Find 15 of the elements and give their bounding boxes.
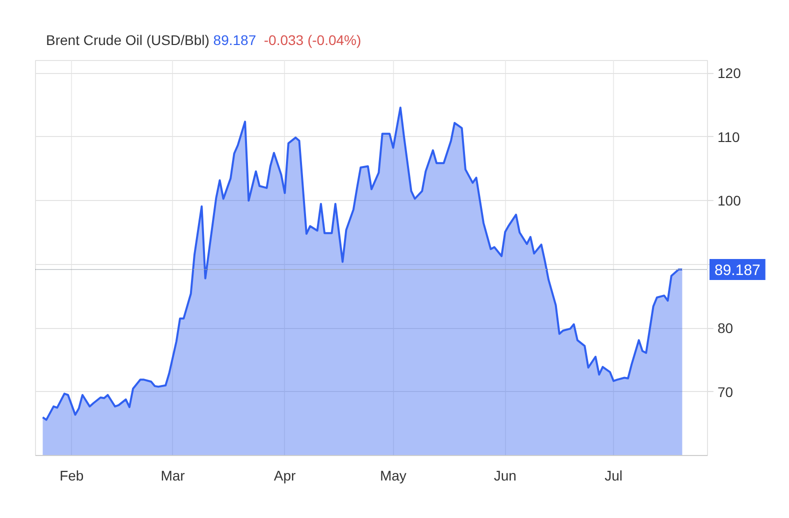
y-tick-label: 100 xyxy=(718,192,742,209)
chart-title: Brent Crude Oil (USD/Bbl) xyxy=(46,32,210,48)
x-tick-label: Apr xyxy=(274,468,296,484)
text: -0.033 (-0.04%) xyxy=(264,32,362,48)
x-tick-label: May xyxy=(380,468,406,484)
text: 89.187 xyxy=(213,32,256,48)
x-tick-label: Jun xyxy=(494,468,516,484)
y-tick-label: 120 xyxy=(718,65,742,82)
y-tick-label: 110 xyxy=(718,128,740,145)
ref-line-label: 89.187 xyxy=(714,262,760,280)
x-tick-label: Jul xyxy=(604,468,623,484)
x-tick-label: Feb xyxy=(60,468,84,484)
y-tick-label: 80 xyxy=(718,320,734,336)
x-tick-label: Mar xyxy=(160,468,186,484)
y-tick-label: 70 xyxy=(718,384,734,400)
